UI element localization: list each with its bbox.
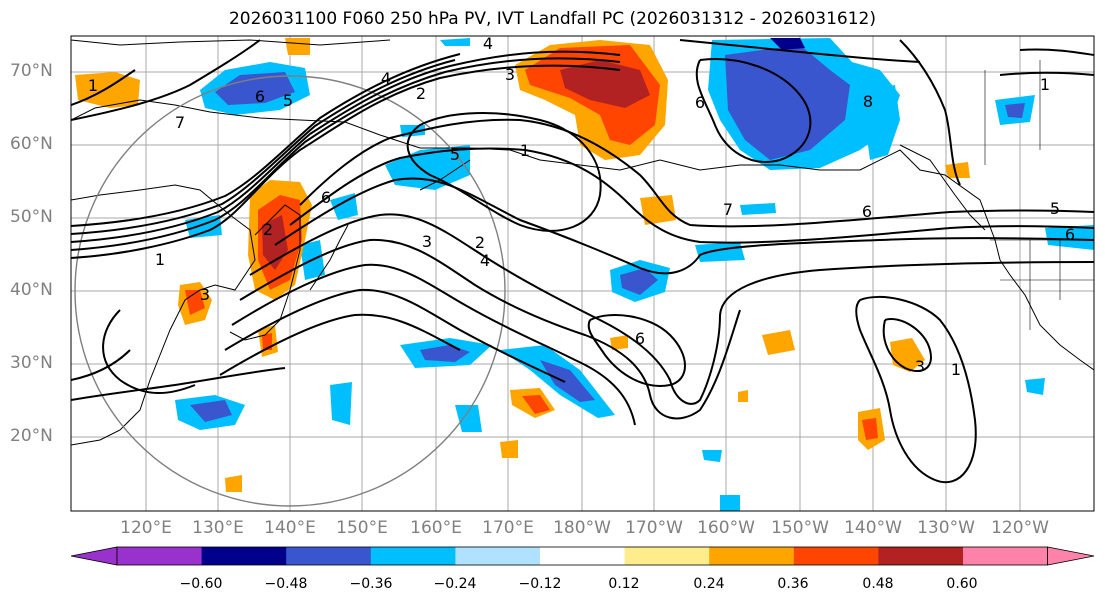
contour-label: 2: [263, 220, 273, 239]
coastlines: [71, 39, 1094, 446]
contour-label: 1: [520, 141, 530, 160]
contour-label: 3: [200, 285, 210, 304]
chart-title: 2026031100 F060 250 hPa PV, IVT Landfall…: [228, 9, 876, 29]
lon-label: 140°W: [844, 518, 902, 538]
lon-label: 130°W: [917, 518, 975, 538]
lon-label: 170°W: [625, 518, 683, 538]
colorbar-tick-label: 0.24: [693, 576, 725, 592]
lat-label: 50°N: [10, 207, 53, 227]
colorbar-segment: [540, 547, 626, 565]
colorbar-segment: [709, 547, 795, 565]
contour-label: 1: [88, 76, 98, 95]
colorbar: [70, 546, 1095, 566]
colorbar-segment: [286, 547, 372, 565]
colorbar-tick-label: −0.12: [518, 576, 562, 592]
colorbar-tick-label: 0.60: [946, 576, 978, 592]
colorbar-outline: [116, 546, 1048, 566]
negative-anomaly-fills: [175, 38, 1094, 511]
contour-label: 3: [915, 357, 925, 376]
contour-label: 6: [862, 202, 872, 221]
lon-label: 130°E: [192, 518, 244, 538]
contour-labels: 1 7 6 5 4 2 3 3 1 6 2 1 5 6 2 3 4 7 6 5 …: [88, 34, 1075, 379]
colorbar-segment: [624, 547, 710, 565]
colorbar-tick-label: 0.12: [608, 576, 640, 592]
contour-label: 6: [321, 188, 331, 207]
lon-label: 160°W: [697, 518, 755, 538]
neg-blob-alaska-core: [725, 45, 850, 160]
contour-label: 3: [505, 65, 515, 84]
colorbar-segment: [455, 547, 541, 565]
contour-label: 2: [475, 233, 485, 252]
contour-label: 7: [723, 200, 733, 219]
map-frame: [70, 35, 1095, 512]
lat-label: 40°N: [10, 280, 53, 300]
contour-label: 6: [635, 329, 645, 348]
colorbar-tick-label: −0.48: [264, 576, 308, 592]
contour-label: 4: [381, 69, 391, 88]
contour-label: 4: [480, 251, 490, 270]
colorbar-segment: [878, 547, 964, 565]
lon-label: 140°E: [264, 518, 316, 538]
colorbar-segment: [370, 547, 456, 565]
contour-label: 5: [283, 91, 293, 110]
colorbar-tick-label: −0.24: [433, 576, 477, 592]
lon-label: 170°E: [482, 518, 534, 538]
colorbar-segment: [963, 547, 1049, 565]
lat-label: 30°N: [10, 353, 53, 373]
contour-label: 8: [863, 92, 873, 111]
lat-label: 20°N: [10, 426, 53, 446]
contour-label: 1: [1040, 75, 1050, 94]
lon-label: 120°W: [991, 518, 1049, 538]
landfall-radius-circle: [74, 75, 506, 507]
colorbar-tick-label: −0.36: [349, 576, 393, 592]
lon-label: 150°E: [336, 518, 388, 538]
contour-label: 5: [1050, 199, 1060, 218]
contour-label: 6: [255, 87, 265, 106]
lon-label: 150°W: [771, 518, 829, 538]
colorbar-tick-label: 0.48: [862, 576, 894, 592]
contour-label: 6: [695, 93, 705, 112]
lon-label: 120°E: [120, 518, 172, 538]
colorbar-extend-low: [70, 546, 118, 566]
colorbar-tick-label: −0.60: [179, 576, 223, 592]
contour-label: 5: [450, 145, 460, 164]
contour-label: 2: [416, 84, 426, 103]
contour-label: 6: [1065, 225, 1075, 244]
colorbar-tick-label: 0.36: [777, 576, 809, 592]
contour-label: 7: [175, 113, 185, 132]
contour-label: 4: [483, 34, 493, 53]
contour-label: 1: [951, 360, 961, 379]
lon-label: 180°W: [553, 518, 611, 538]
lat-label: 60°N: [10, 134, 53, 154]
contour-label: 3: [422, 232, 432, 251]
contour-label: 1: [155, 250, 165, 269]
positive-anomaly-fills: [75, 38, 970, 492]
lat-label: 70°N: [10, 61, 53, 81]
lon-label: 160°E: [410, 518, 462, 538]
colorbar-segment: [201, 547, 287, 565]
colorbar-segment: [793, 547, 879, 565]
colorbar-segment: [117, 547, 203, 565]
colorbar-extend-high: [1047, 546, 1095, 566]
pv-contours: [71, 39, 1094, 484]
